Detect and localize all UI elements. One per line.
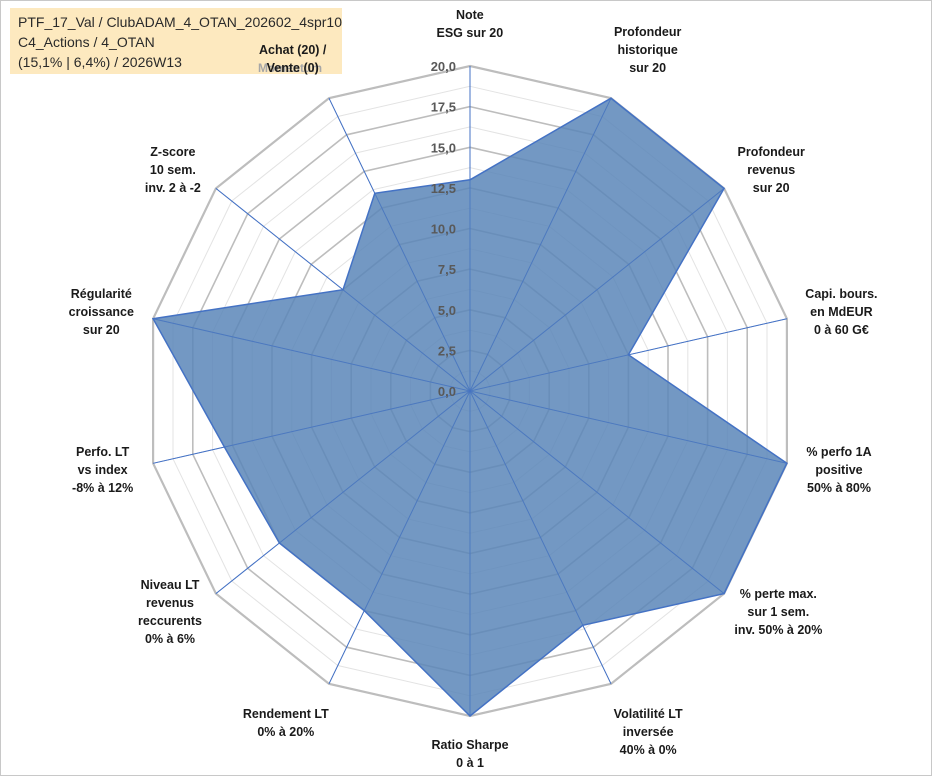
- portfolio-stats: (15,1% | 6,4%) / 2026W13: [18, 54, 182, 70]
- tick-label: 7,5: [438, 262, 456, 277]
- axis-label-line: sur 1 sem.: [747, 605, 810, 620]
- axis-label-line: Profondeur: [737, 144, 805, 159]
- radar-tick-labels: 0,0 2,5 5,0 7,5 10,0 12,5 15,0 17,5 20,0: [431, 59, 456, 399]
- axis-label-line: Achat (20) /: [259, 43, 327, 58]
- axis-label-line: % perfo 1A: [806, 444, 872, 459]
- axis-label-line: inv. 2 à -2: [144, 180, 201, 195]
- tick-label: 17,5: [431, 100, 456, 115]
- axis-label-12: Régularité croissance sur 20: [69, 285, 134, 339]
- axis-label-line: -8% à 12%: [72, 480, 134, 495]
- axis-label-line: Z-score: [150, 144, 196, 159]
- axis-label-line: positive: [815, 462, 863, 477]
- radar-spoke-overlay: [469, 98, 612, 392]
- tick-label: 15,0: [431, 140, 456, 155]
- radar-spoke-overlay: [469, 390, 725, 594]
- axis-label-6: % perte max. sur 1 sem. inv. 50% à 20%: [734, 585, 822, 639]
- radar-spoke-overlay: [153, 318, 471, 392]
- axis-label-line: Profondeur: [613, 25, 682, 40]
- tick-label: 5,0: [438, 303, 456, 318]
- portfolio-info-box: PTF_17_Val / ClubADAM_4_OTAN_202602_4spr…: [10, 8, 342, 74]
- radar-spoke-overlay: [469, 390, 612, 684]
- axis-label-line: vs index: [77, 462, 128, 477]
- axis-label-9: Rendement LT 0% à 20%: [243, 705, 329, 741]
- radar-spoke-overlay: [153, 390, 471, 464]
- axis-label-7: Volatilité LT inversée 40% à 0%: [614, 705, 683, 759]
- axis-label-line: ESG sur 20: [436, 26, 504, 40]
- radar-spoke-overlay: [328, 390, 471, 684]
- axis-label-line: 10 sem.: [149, 162, 196, 177]
- axis-label-line: Capi. bours.: [805, 287, 878, 301]
- axis-label-line: Ratio Sharpe: [431, 738, 509, 752]
- axis-label-line: inv. 50% à 20%: [734, 623, 823, 638]
- axis-label-line: 0 à 60 G€: [813, 323, 869, 337]
- axis-label-13: Z-score 10 sem. inv. 2 à -2: [145, 143, 201, 197]
- axis-label-5: % perfo 1A positive 50% à 80%: [806, 443, 871, 497]
- portfolio-name: PTF_17_Val / ClubADAM_4_OTAN_202602_4spr…: [18, 14, 342, 30]
- axis-label-8: Ratio Sharpe 0 à 1: [432, 736, 509, 772]
- radar-series: [151, 66, 788, 718]
- tick-label: 12,5: [431, 181, 456, 196]
- axis-label-line: revenus: [747, 162, 796, 177]
- portfolio-category: C4_Actions / 4_OTAN: [18, 34, 155, 50]
- radar-spoke-overlay: [469, 318, 787, 392]
- axis-label-1: Note ESG sur 20: [437, 6, 504, 42]
- tick-label: 2,5: [438, 343, 456, 358]
- tick-label: 0,0: [438, 384, 456, 399]
- tick-label: 10,0: [431, 222, 456, 237]
- axis-label-line: % perte max.: [739, 587, 817, 602]
- axis-label-line: sur 20: [82, 323, 120, 337]
- axis-label-line: historique: [617, 43, 678, 58]
- axis-label-2: Profondeur historique sur 20: [614, 23, 681, 77]
- tick-label: 20,0: [431, 59, 456, 74]
- radar-spoke-overlay: [215, 390, 471, 594]
- axis-label-14: Achat (20) / Vente (0): [259, 41, 326, 77]
- axis-label-line: 0% à 20%: [257, 724, 315, 739]
- axis-label-line: inversée: [622, 724, 674, 739]
- axis-label-line: Niveau LT: [140, 578, 200, 593]
- axis-label-line: 0% à 6%: [145, 632, 196, 647]
- axis-label-line: Rendement LT: [242, 706, 329, 721]
- radar-spoke-overlay: [469, 188, 725, 392]
- axis-label-11: Perfo. LT vs index -8% à 12%: [72, 443, 133, 497]
- axis-label-line: 40% à 0%: [619, 742, 677, 757]
- axis-label-line: Vente (0): [266, 61, 319, 76]
- axis-label-line: revenus: [146, 596, 194, 611]
- axis-label-line: en MdEUR: [810, 305, 873, 319]
- axis-label-3: Profondeur revenus sur 20: [738, 143, 805, 197]
- momentum-label: Momentum: [258, 61, 322, 75]
- axis-label-4: Capi. bours. en MdEUR 0 à 60 G€: [805, 285, 877, 339]
- axis-label-line: croissance: [68, 305, 134, 319]
- radar-spoke-overlay: [328, 98, 471, 392]
- axis-label-line: Perfo. LT: [76, 444, 130, 459]
- axis-label-10: Niveau LT revenus reccurents 0% à 6%: [138, 576, 202, 648]
- radar-spoke-overlay: [215, 188, 471, 392]
- axis-label-line: Note: [455, 8, 484, 22]
- radar-spoke-overlay: [469, 390, 787, 464]
- axis-label-line: 0 à 1: [456, 756, 484, 770]
- axis-label-line: sur 20: [752, 180, 790, 195]
- axis-label-line: sur 20: [629, 61, 667, 76]
- axis-label-line: Volatilité LT: [613, 706, 683, 721]
- axis-label-line: reccurents: [138, 614, 202, 629]
- axis-label-line: 50% à 80%: [807, 480, 871, 495]
- axis-label-line: Régularité: [70, 287, 132, 301]
